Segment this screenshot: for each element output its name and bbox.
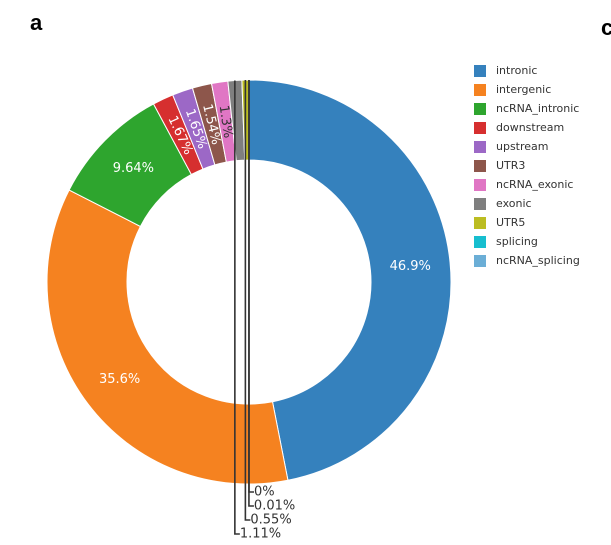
- pie-slice-labels: 46.9%35.6%9.64%1.67%1.65%1.54%1.3%0%0.01…: [99, 80, 431, 542]
- legend-swatch-exonic: [474, 198, 486, 210]
- leader-line-splicing: [248, 80, 254, 507]
- legend-label-intergenic: intergenic: [496, 83, 551, 96]
- legend-item-utr5: UTR5: [474, 216, 525, 229]
- legend-label-upstream: upstream: [496, 140, 549, 153]
- legend-item-upstream: upstream: [474, 140, 549, 153]
- legend-label-ncrna-intronic: ncRNA_intronic: [496, 102, 579, 115]
- slice-label-intergenic: 35.6%: [99, 372, 140, 387]
- legend-swatch-splicing: [474, 236, 486, 248]
- slice-intergenic: [46, 189, 289, 485]
- legend-swatch-utr3: [474, 160, 486, 172]
- slice-label-intronic: 46.9%: [390, 259, 431, 274]
- legend-item-ncrna-splicing: ncRNA_splicing: [474, 254, 580, 267]
- slice-intronic: [248, 79, 452, 481]
- legend-swatch-ncrna-splicing: [474, 255, 486, 267]
- legend-label-ncrna-splicing: ncRNA_splicing: [496, 254, 580, 267]
- legend-swatch-ncrna-intronic: [474, 103, 486, 115]
- pie-slices: [46, 79, 452, 485]
- legend-swatch-intronic: [474, 65, 486, 77]
- legend-item-exonic: exonic: [474, 197, 532, 210]
- slice-label-utr5: 0.55%: [250, 513, 291, 528]
- legend-item-downstream: downstream: [474, 121, 564, 134]
- leader-line-utr5: [244, 80, 251, 521]
- leader-line-exonic: [234, 80, 240, 535]
- legend-label-utr3: UTR3: [496, 159, 525, 172]
- slice-label-ncrna-splicing: 0%: [254, 485, 275, 500]
- legend-item-ncrna-exonic: ncRNA_exonic: [474, 178, 573, 191]
- legend-item-ncrna-intronic: ncRNA_intronic: [474, 102, 579, 115]
- slice-label-splicing: 0.01%: [254, 499, 295, 514]
- legend-item-intergenic: intergenic: [474, 83, 551, 96]
- legend-label-utr5: UTR5: [496, 216, 525, 229]
- legend-label-splicing: splicing: [496, 235, 538, 248]
- legend-label-ncrna-exonic: ncRNA_exonic: [496, 178, 573, 191]
- slice-label-exonic: 1.11%: [240, 527, 281, 542]
- legend-item-splicing: splicing: [474, 235, 538, 248]
- slice-label-ncrna-intronic: 9.64%: [113, 161, 154, 176]
- legend-swatch-utr5: [474, 217, 486, 229]
- legend-item-intronic: intronic: [474, 64, 537, 77]
- slice-label-ncrna-exonic: 1.3%: [216, 104, 236, 139]
- legend-item-utr3: UTR3: [474, 159, 525, 172]
- legend-label-exonic: exonic: [496, 197, 532, 210]
- legend-label-downstream: downstream: [496, 121, 564, 134]
- legend-swatch-upstream: [474, 141, 486, 153]
- legend: intronic intergenic ncRNA_intronic downstre…: [474, 64, 580, 267]
- panel-letter: a: [30, 10, 43, 35]
- legend-label-intronic: intronic: [496, 64, 537, 77]
- legend-swatch-intergenic: [474, 84, 486, 96]
- legend-swatch-ncrna-exonic: [474, 179, 486, 191]
- cut-panel-letter: c: [601, 15, 611, 40]
- legend-swatch-downstream: [474, 122, 486, 134]
